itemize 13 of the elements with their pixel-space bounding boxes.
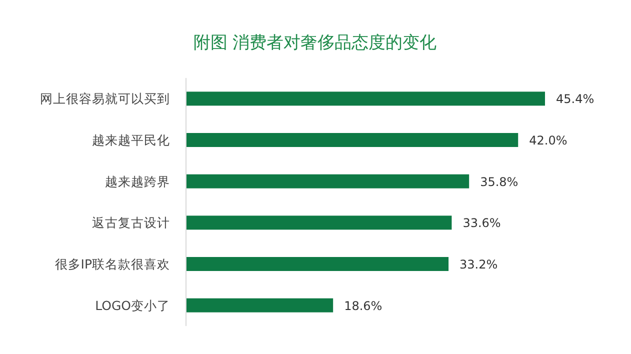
y-tick-label: LOGO变小了 [95,298,170,313]
data-label: 45.4% [556,92,594,106]
y-tick-label: 网上很容易就可以买到 [40,91,170,106]
data-label: 35.8% [480,174,518,189]
data-label: 33.6% [462,216,501,230]
y-tick-label: 越来越跨界 [105,174,170,189]
y-tick-label: 很多IP联名款很喜欢 [54,256,170,272]
y-tick-label: 返古复古设计 [92,215,170,230]
data-label: 18.6% [344,298,382,313]
y-tick-label: 越来越平民化 [92,132,170,148]
data-label: 42.0% [529,134,568,148]
title: 附图 消费者对奢侈品态度的变化 [193,33,437,53]
data-label: 33.2% [460,258,498,272]
